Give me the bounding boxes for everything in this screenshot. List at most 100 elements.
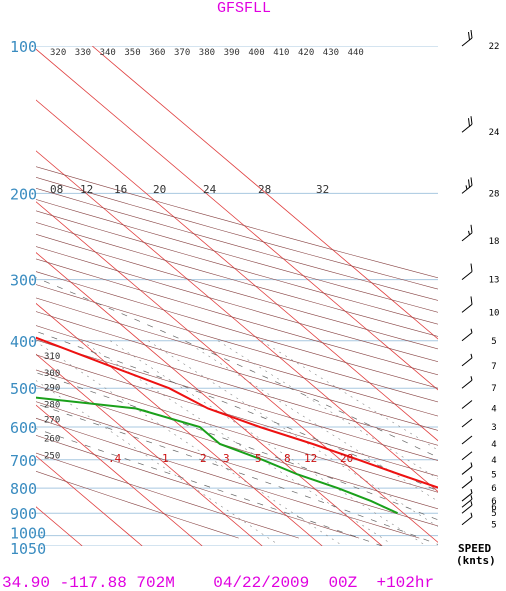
wind-speed-450: 7 bbox=[491, 362, 496, 372]
wind-barb-700 bbox=[461, 451, 473, 461]
mixing-label-lower-1: 1 bbox=[162, 452, 169, 465]
wind-speed-700: 4 bbox=[491, 456, 496, 466]
wind-barb-750 bbox=[461, 466, 473, 475]
pressure-label-1050: 1050 bbox=[10, 540, 46, 558]
moist-adiabat-20 bbox=[36, 330, 438, 492]
pressure-label-1000: 1000 bbox=[10, 525, 46, 543]
wind-speed-400: 5 bbox=[491, 337, 496, 347]
theta-label-top-400: 400 bbox=[248, 48, 264, 58]
wind-speed-100: 22 bbox=[489, 42, 500, 52]
dry-adiabat-400 bbox=[36, 234, 438, 350]
mixing-label-lower-5: 5 bbox=[255, 452, 262, 465]
wind-barb-450 bbox=[461, 357, 473, 367]
pressure-label-200: 200 bbox=[10, 185, 37, 203]
mixing-label-lower-3: 3 bbox=[223, 452, 230, 465]
mixing-label-lower-12: 12 bbox=[304, 452, 317, 465]
wind-barb-500 bbox=[461, 379, 473, 389]
pressure-label-500: 500 bbox=[10, 380, 37, 398]
isotherm--60 bbox=[36, 506, 83, 546]
wind-barb-150 bbox=[461, 123, 473, 133]
wind-speed-title: SPEED bbox=[458, 542, 491, 555]
wind-speed-900: 5 bbox=[491, 509, 496, 519]
dry-adiabat-300 bbox=[36, 369, 438, 493]
mixing-label-lower-20: 20 bbox=[340, 452, 353, 465]
theta-label-top-370: 370 bbox=[174, 48, 190, 58]
dry-adiabat-330 bbox=[36, 325, 438, 446]
wind-half-500 bbox=[470, 376, 473, 381]
pressure-label-800: 800 bbox=[10, 480, 37, 498]
wind-speed-750: 5 bbox=[491, 470, 496, 480]
wind-speed-875: 6 bbox=[491, 503, 496, 513]
isotherm-30 bbox=[36, 48, 438, 391]
wind-speed-950: 5 bbox=[491, 521, 496, 531]
dry-adiabat-250 bbox=[36, 452, 299, 539]
theta-label-top-330: 330 bbox=[75, 48, 91, 58]
dry-adiabat-450 bbox=[36, 177, 438, 290]
wind-speed-650: 4 bbox=[491, 440, 496, 450]
wind-speed-500: 7 bbox=[491, 384, 496, 394]
wind-barb-250 bbox=[461, 232, 473, 242]
mixing-label-lower-.4: .4 bbox=[108, 452, 122, 465]
isotherm--70 bbox=[0, 46, 22, 546]
theta-label-top-440: 440 bbox=[348, 48, 364, 58]
pressure-label-300: 300 bbox=[10, 272, 37, 290]
wind-half-900 bbox=[470, 501, 473, 506]
wind-barb-650 bbox=[461, 435, 473, 445]
dewpoint-profile bbox=[36, 396, 399, 515]
wind-speed-units: (knts) bbox=[456, 554, 496, 567]
mixing-label-upper-20: 20 bbox=[153, 183, 166, 196]
dry-adiabat-350 bbox=[36, 297, 438, 417]
dry-adiabat-310 bbox=[36, 354, 438, 477]
pressure-label-900: 900 bbox=[10, 505, 37, 523]
dry-adiabat-410 bbox=[36, 222, 438, 337]
theta-label-left-260: 260 bbox=[44, 434, 60, 444]
mixing-ratio-2 bbox=[81, 340, 392, 545]
dry-adiabat-290 bbox=[36, 385, 438, 510]
wind-flag-350-0 bbox=[470, 296, 473, 305]
wind-barb-350 bbox=[461, 303, 473, 313]
wind-barb-600 bbox=[461, 418, 473, 428]
pressure-label-100: 100 bbox=[10, 38, 37, 56]
wind-speed-300: 13 bbox=[489, 276, 500, 286]
mixing-label-upper-08: 08 bbox=[50, 183, 63, 196]
wind-half-400 bbox=[470, 328, 473, 333]
dry-adiabat-460 bbox=[36, 166, 438, 279]
theta-label-left-290: 290 bbox=[44, 384, 60, 394]
theta-label-top-380: 380 bbox=[199, 48, 215, 58]
grid-layer bbox=[0, 46, 438, 546]
mixing-label-upper-32: 32 bbox=[316, 183, 329, 196]
wind-speed-600: 3 bbox=[491, 423, 496, 433]
dry-adiabat-370 bbox=[36, 271, 438, 389]
mixing-label-upper-16: 16 bbox=[114, 183, 127, 196]
wind-barb-800 bbox=[461, 479, 473, 489]
theta-label-top-360: 360 bbox=[149, 48, 165, 58]
isotherm--10 bbox=[36, 252, 383, 546]
dry-adiabat-320 bbox=[36, 339, 438, 461]
isotherm-0 bbox=[36, 201, 438, 543]
theta-label-top-390: 390 bbox=[224, 48, 240, 58]
wind-barb-300 bbox=[461, 271, 473, 281]
theta-label-left-250: 250 bbox=[44, 451, 60, 461]
dry-adiabat-270 bbox=[36, 417, 420, 539]
wind-speed-200: 28 bbox=[489, 189, 500, 199]
dry-adiabat-420 bbox=[36, 210, 438, 325]
wind-barb-100 bbox=[461, 37, 473, 47]
temperature-profile bbox=[36, 336, 438, 489]
wind-half-800 bbox=[470, 476, 473, 481]
moist-adiabat--10 bbox=[36, 428, 383, 546]
dry-adiabat-380 bbox=[36, 258, 438, 376]
moist-adiabat-10 bbox=[36, 372, 438, 521]
pressure-label-400: 400 bbox=[10, 333, 37, 351]
pressure-label-700: 700 bbox=[10, 452, 37, 470]
isotherm--50 bbox=[36, 455, 143, 546]
theta-label-top-350: 350 bbox=[124, 48, 140, 58]
wind-flag-200-1 bbox=[468, 179, 470, 188]
wind-barb-900 bbox=[461, 504, 473, 514]
isotherm-20 bbox=[36, 99, 438, 442]
wind-flag-150-1 bbox=[468, 118, 470, 127]
wind-barb-950 bbox=[461, 516, 473, 526]
wind-speed-800: 6 bbox=[491, 484, 496, 494]
dry-adiabat-340 bbox=[36, 311, 438, 431]
wind-barb-550 bbox=[461, 400, 473, 409]
